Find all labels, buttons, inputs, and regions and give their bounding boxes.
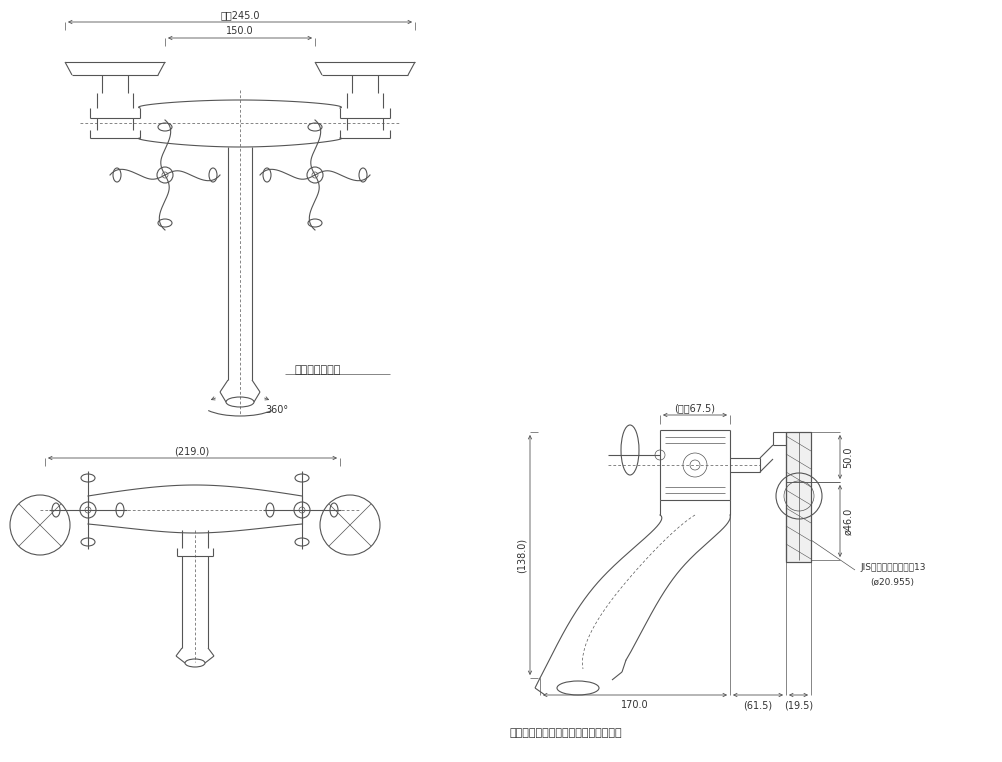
Text: (61.5): (61.5) — [743, 700, 773, 710]
Text: (ø20.955): (ø20.955) — [870, 578, 914, 587]
Bar — [786, 432, 811, 562]
Text: 吐水口回転角度: 吐水口回転角度 — [295, 365, 342, 375]
Bar — [786, 432, 811, 562]
Text: 最大245.0: 最大245.0 — [220, 10, 260, 20]
Text: (最大67.5): (最大67.5) — [674, 403, 715, 413]
Text: 50.0: 50.0 — [843, 447, 853, 468]
Text: 170.0: 170.0 — [621, 700, 649, 710]
Text: 注：（　）内寸法は参考寸法である。: 注：（ ）内寸法は参考寸法である。 — [510, 728, 622, 738]
Text: (138.0): (138.0) — [517, 537, 527, 572]
Text: (219.0): (219.0) — [174, 446, 209, 456]
Text: ø46.0: ø46.0 — [843, 507, 853, 535]
Text: JIS給水管取付ねじ　13: JIS給水管取付ねじ 13 — [860, 564, 926, 572]
Text: (19.5): (19.5) — [785, 700, 814, 710]
Text: 150.0: 150.0 — [226, 26, 254, 36]
Text: 360°: 360° — [265, 405, 289, 415]
